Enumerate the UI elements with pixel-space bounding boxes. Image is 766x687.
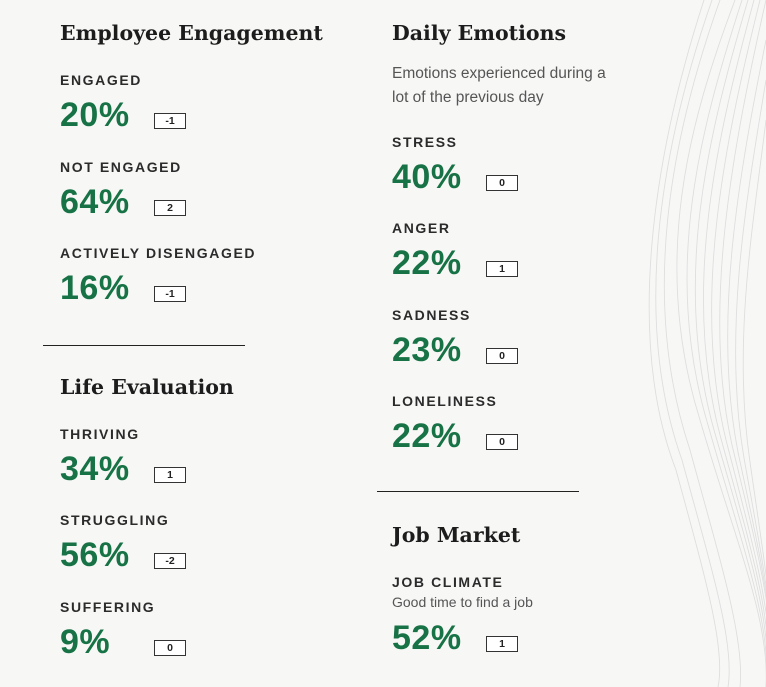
- section-title: Daily Emotions: [392, 21, 567, 45]
- metric-label: SADNESS: [392, 307, 471, 323]
- metric-label: SUFFERING: [60, 599, 156, 615]
- change-badge: 0: [154, 640, 186, 656]
- section-title: Employee Engagement: [60, 21, 323, 45]
- metric-label: ANGER: [392, 220, 451, 236]
- section-title: Job Market: [392, 523, 521, 547]
- change-badge: 0: [486, 434, 518, 450]
- change-badge: -1: [154, 113, 186, 129]
- change-badge: 1: [486, 261, 518, 277]
- metric-label: STRUGGLING: [60, 512, 170, 528]
- change-badge: 1: [486, 636, 518, 652]
- metric-value: 20%: [60, 96, 130, 134]
- metric-label: NOT ENGAGED: [60, 159, 182, 175]
- section-title: Life Evaluation: [60, 375, 234, 399]
- metric-value: 16%: [60, 269, 130, 307]
- metric-value: 22%: [392, 417, 462, 455]
- metric-value: 9%: [60, 623, 111, 661]
- metric-label: ENGAGED: [60, 72, 142, 88]
- change-badge: -1: [154, 286, 186, 302]
- section-divider: [377, 491, 579, 492]
- metric-label: THRIVING: [60, 426, 140, 442]
- section-divider: [43, 345, 245, 346]
- metric-label: ACTIVELY DISENGAGED: [60, 245, 257, 261]
- metric-value: 23%: [392, 331, 462, 369]
- change-badge: 0: [486, 348, 518, 364]
- metric-sublabel: Good time to find a job: [392, 594, 533, 610]
- metric-value: 64%: [60, 183, 130, 221]
- change-badge: 0: [486, 175, 518, 191]
- metric-value: 40%: [392, 158, 462, 196]
- change-badge: 1: [154, 467, 186, 483]
- metric-label: JOB CLIMATE: [392, 574, 504, 590]
- section-subtitle: Emotions experienced during a lot of the…: [392, 65, 606, 106]
- metric-label: STRESS: [392, 134, 458, 150]
- metric-value: 56%: [60, 536, 130, 574]
- metric-value: 22%: [392, 244, 462, 282]
- change-badge: 2: [154, 200, 186, 216]
- metric-value: 52%: [392, 619, 462, 657]
- metric-label: LONELINESS: [392, 393, 498, 409]
- metric-value: 34%: [60, 450, 130, 488]
- change-badge: -2: [154, 553, 186, 569]
